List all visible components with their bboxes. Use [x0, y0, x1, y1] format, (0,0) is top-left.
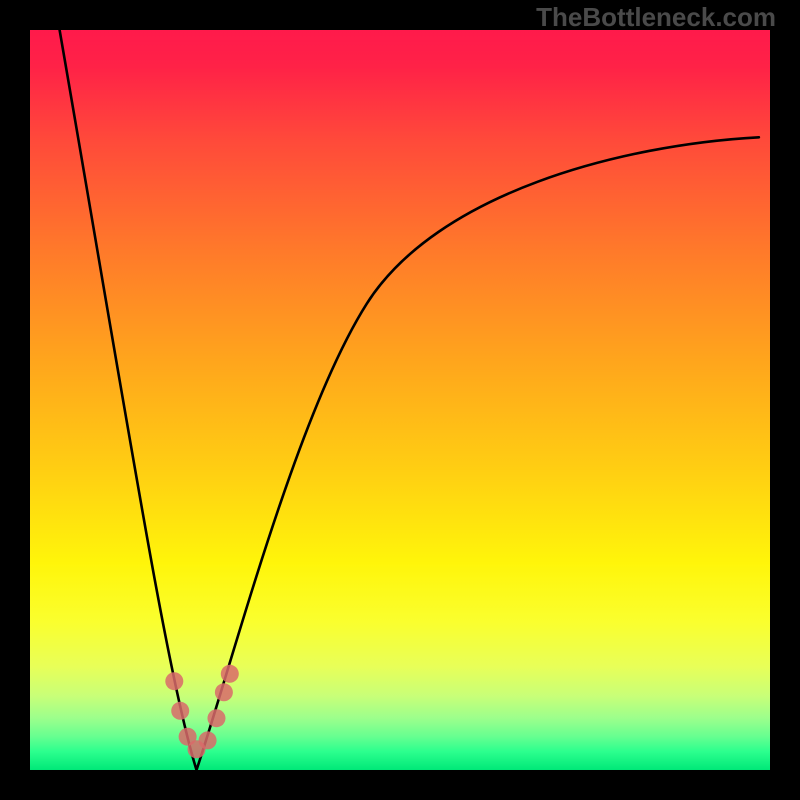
- data-marker: [221, 665, 239, 683]
- gradient-background: [30, 30, 770, 770]
- data-marker: [199, 731, 217, 749]
- data-marker: [165, 672, 183, 690]
- data-marker: [215, 683, 233, 701]
- data-marker: [171, 702, 189, 720]
- plot-area: [30, 30, 770, 770]
- chart-frame: TheBottleneck.com: [0, 0, 800, 800]
- watermark-label: TheBottleneck.com: [536, 2, 776, 33]
- chart-svg: [30, 30, 770, 770]
- data-marker: [207, 709, 225, 727]
